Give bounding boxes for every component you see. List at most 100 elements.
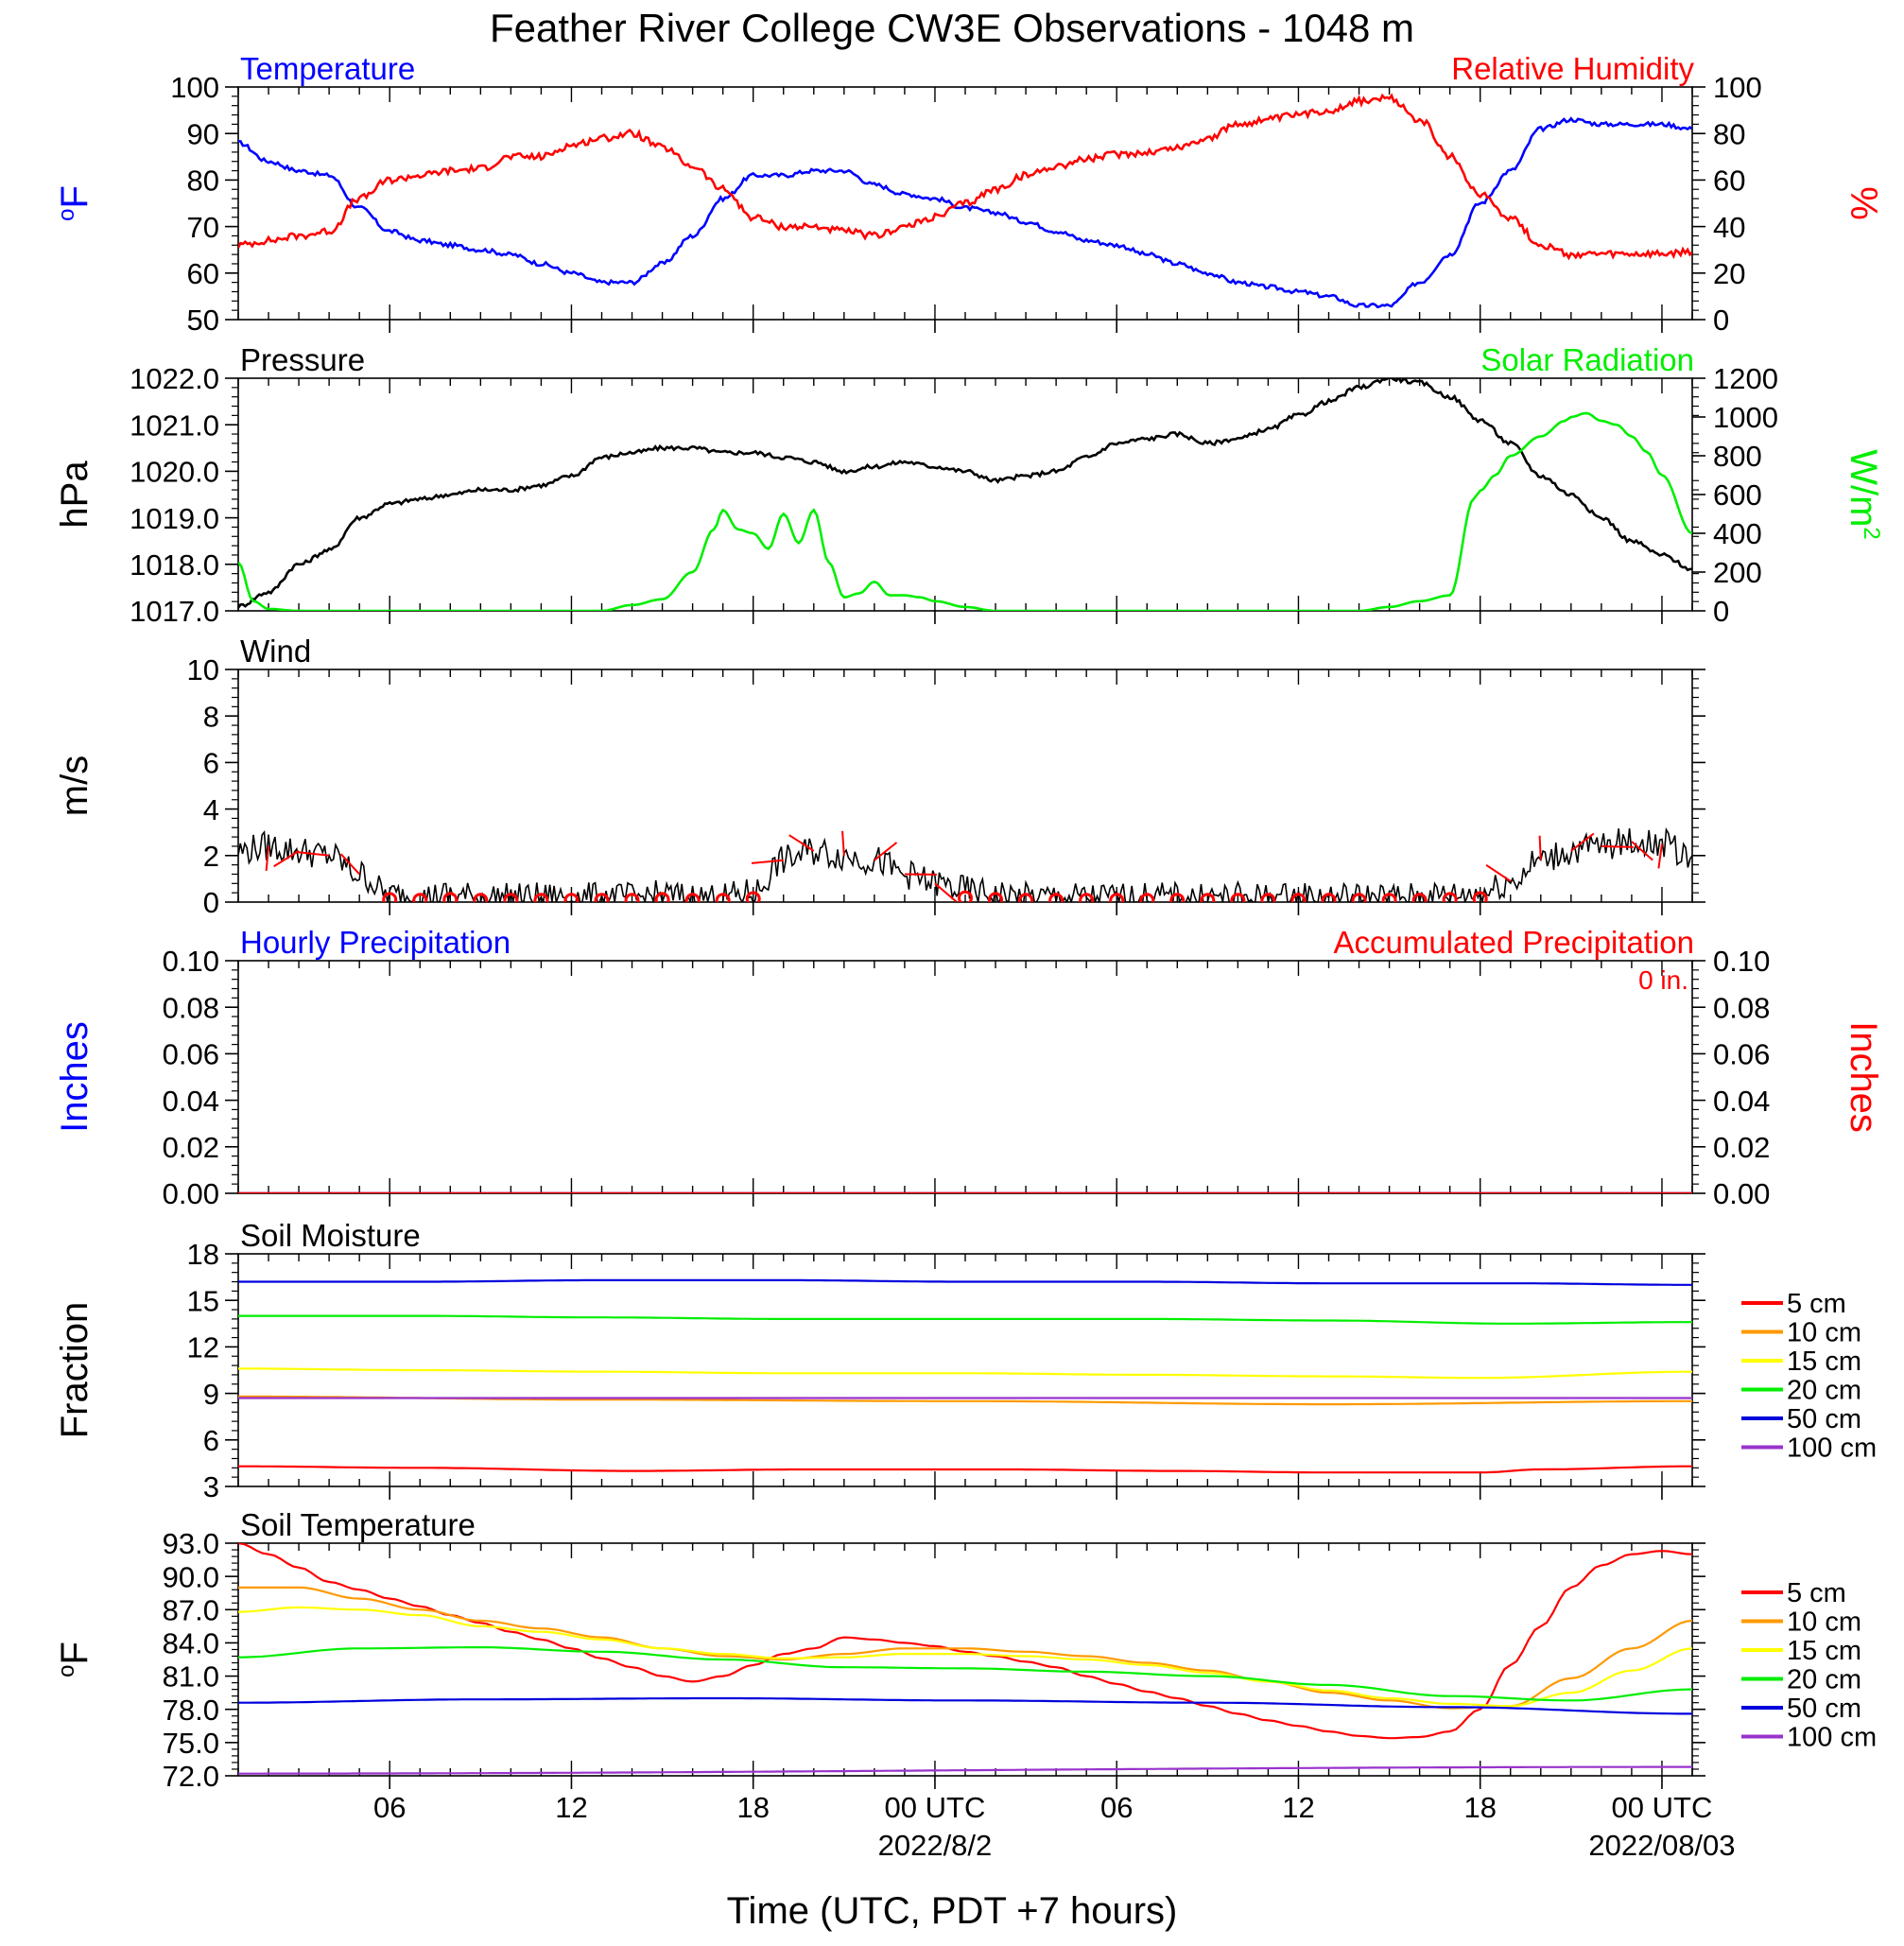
y-tick-label-left: 6	[203, 1424, 219, 1457]
y-tick-label-left: 84.0	[163, 1627, 219, 1660]
y-tick-label-right: 0.10	[1713, 945, 1770, 978]
plot-area	[238, 1543, 1692, 1775]
y-tick-label-left: 0.02	[163, 1131, 219, 1164]
legend-label: 10 cm	[1787, 1607, 1861, 1638]
calm-wind-marker	[958, 890, 973, 902]
plot-area	[238, 93, 1692, 309]
legend-label: 5 cm	[1787, 1289, 1846, 1319]
panel-title-right: Accumulated Precipitation	[1333, 925, 1694, 960]
y-tick-label-right: 0	[1713, 304, 1729, 337]
plot-frame	[237, 1542, 1693, 1777]
x-tick-label: 06	[373, 1791, 406, 1824]
calm-wind-marker	[1139, 893, 1155, 902]
panel-title-left: Hourly Precipitation	[240, 925, 511, 960]
y-tick-label-left: 1020.0	[130, 456, 219, 489]
y-tick-label-right: 1200	[1713, 362, 1778, 395]
x-tick-label: 18	[736, 1791, 769, 1824]
wind-barb	[339, 853, 360, 876]
calm-wind-marker	[1079, 893, 1095, 902]
y-axis-label-left: m/s	[54, 756, 95, 816]
calm-wind-marker	[1200, 893, 1216, 902]
panel-title-left: Temperature	[240, 51, 415, 86]
wind-barb	[788, 834, 815, 852]
series-line-relative-humidity	[238, 93, 1692, 261]
calm-wind-marker	[684, 893, 701, 902]
y-tick-label-left: 78.0	[163, 1694, 219, 1727]
y-tick-label-left: 18	[187, 1238, 219, 1271]
y-tick-label-left: 1021.0	[130, 408, 219, 442]
y-tick-label-left: 0.00	[163, 1177, 219, 1210]
series-line-5-cm	[238, 1543, 1692, 1740]
wind-barb	[934, 882, 958, 902]
panel-6: 72.075.078.081.084.087.090.093.0 Soil Tem…	[54, 1507, 1877, 1793]
y-tick-label-left: 3	[203, 1470, 219, 1503]
calm-wind-marker	[1351, 893, 1367, 902]
y-tick-label-left: 0.04	[163, 1085, 219, 1118]
y-tick-label-right: 40	[1713, 211, 1745, 244]
series-line-50-cm	[238, 1278, 1692, 1286]
panel-1: 50 60 70 80 90 100 0 20 40 60 80 100 Temperature Rela…	[54, 51, 1884, 337]
y-tick-label-left: 12	[187, 1331, 219, 1364]
calm-wind-marker	[473, 893, 489, 902]
panel-title-right: Solar Radiation	[1480, 342, 1694, 377]
calm-wind-marker	[1411, 893, 1428, 902]
y-tick-label-left: 0.10	[163, 945, 219, 978]
calm-wind-marker	[715, 893, 731, 902]
wind-barb	[1485, 863, 1512, 882]
y-tick-label-left: 75.0	[163, 1727, 219, 1760]
y-axis-label-right: %	[1843, 186, 1884, 220]
y-tick-label-left: 0.06	[163, 1038, 219, 1071]
legend-label: 50 cm	[1787, 1404, 1861, 1434]
y-tick-label-left: 87.0	[163, 1593, 219, 1626]
calm-wind-marker	[1290, 893, 1307, 902]
panel-3: 0 2 4 6 8 10 Wind m/s	[54, 634, 1705, 919]
calm-wind-marker	[563, 893, 580, 902]
plot-area	[238, 378, 1692, 611]
series-line-temperature	[238, 116, 1692, 309]
calm-wind-marker	[442, 892, 459, 902]
legend-label: 20 cm	[1787, 1376, 1861, 1406]
calm-wind-marker	[1018, 893, 1034, 902]
y-tick-label-right: 400	[1713, 517, 1762, 550]
x-tick-label: 06	[1100, 1791, 1133, 1824]
y-tick-label-left: 72.0	[163, 1760, 219, 1793]
legend-label: 15 cm	[1787, 1347, 1861, 1377]
y-axis-label-left: oF	[54, 1642, 95, 1677]
y-tick-label-left: 6	[203, 747, 219, 780]
y-tick-label-right: 80	[1713, 117, 1745, 150]
series-line-100-cm	[238, 1765, 1692, 1775]
calm-wind-marker	[503, 893, 519, 902]
x-tick-label: 12	[1282, 1791, 1314, 1824]
y-tick-label-left: 0	[203, 886, 219, 919]
x-tick-label: 12	[555, 1791, 587, 1824]
y-axis-label-left: Fraction	[54, 1302, 95, 1439]
wind-barb	[1631, 841, 1653, 861]
wind-barb	[1538, 835, 1542, 860]
panel-title-left: Soil Moisture	[240, 1218, 421, 1253]
y-tick-label-right: 0.08	[1713, 991, 1770, 1024]
y-tick-label-right: 0.04	[1713, 1085, 1770, 1118]
series-line-pressure	[238, 378, 1692, 609]
y-tick-label-left: 100	[170, 71, 219, 104]
legend-label: 100 cm	[1787, 1433, 1877, 1464]
y-tick-label-left: 9	[203, 1378, 219, 1411]
y-tick-label-left: 81.0	[163, 1660, 219, 1694]
y-tick-label-right: 0.00	[1713, 1177, 1770, 1210]
legend-label: 10 cm	[1787, 1318, 1861, 1348]
plot-area	[238, 826, 1692, 902]
series-line-20-cm	[238, 1646, 1692, 1702]
y-tick-label-left: 60	[187, 257, 219, 290]
wind-barb	[1657, 843, 1663, 869]
calm-wind-marker	[1109, 893, 1125, 902]
x-tick-label: 18	[1463, 1791, 1496, 1824]
y-axis-label-right: W/m2	[1843, 449, 1884, 540]
y-tick-label-left: 93.0	[163, 1527, 219, 1560]
x-date-label: 2022/8/2	[878, 1829, 993, 1862]
series-line-solar-radiation	[238, 411, 1692, 611]
calm-wind-marker	[1048, 893, 1065, 902]
wind-barb	[1601, 844, 1634, 848]
plot-area	[238, 1278, 1692, 1474]
y-axis-label-left: oF	[54, 185, 95, 221]
wind-barb	[751, 859, 784, 864]
